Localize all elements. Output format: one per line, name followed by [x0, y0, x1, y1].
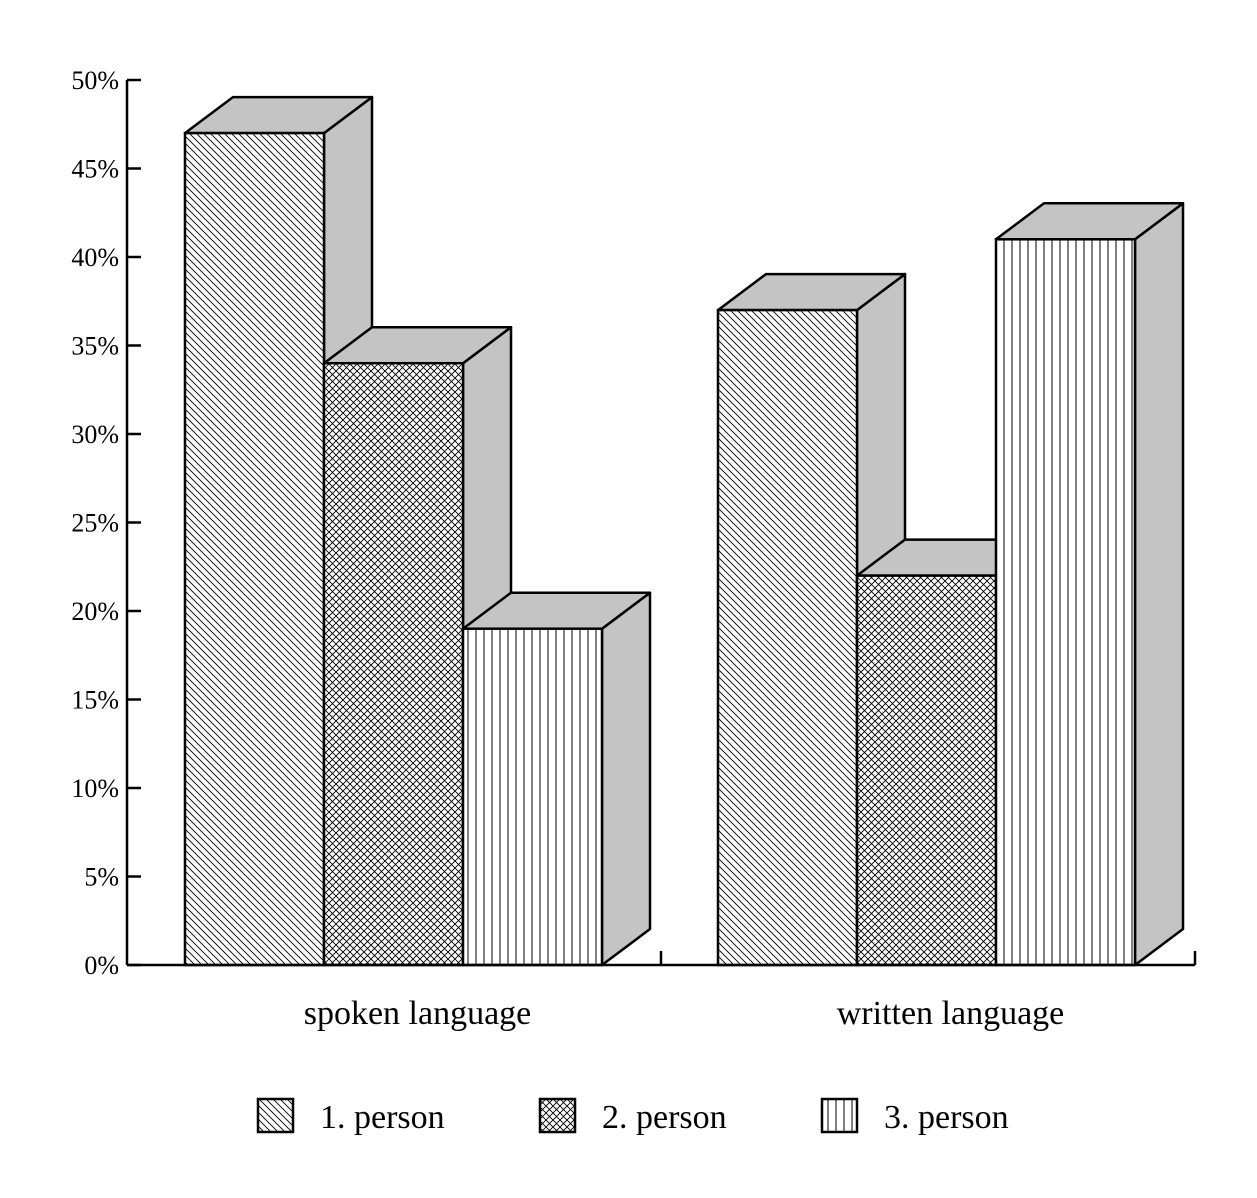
y-tick-label: 45% — [71, 155, 119, 184]
bars-layer — [183, 95, 1185, 967]
legend: 1. person 2. person 3. person — [256, 1097, 1009, 1136]
y-tick-label: 30% — [71, 420, 119, 449]
bar-front-face — [716, 308, 859, 967]
y-tick-label: 20% — [71, 597, 119, 626]
legend-label: 3. person — [884, 1099, 1009, 1136]
legend-label: 1. person — [320, 1099, 445, 1136]
y-tick-label: 10% — [71, 774, 119, 803]
bar-written-language-3-person — [994, 202, 1185, 967]
bar-front-face — [183, 131, 326, 967]
bar-front-face — [855, 574, 998, 967]
y-tick-label: 25% — [71, 509, 119, 538]
legend-item-1-person: 1. person — [256, 1097, 445, 1136]
bar-front-face — [461, 627, 604, 967]
legend-item-2-person: 2. person — [538, 1097, 727, 1136]
bar-side-face — [600, 591, 652, 967]
bar-side-face — [1133, 202, 1185, 967]
y-tick-label: 5% — [84, 863, 119, 892]
y-tick-label: 50% — [71, 66, 119, 95]
y-tick-label: 35% — [71, 332, 119, 361]
legend-label: 2. person — [602, 1099, 727, 1136]
y-tick-label: 40% — [71, 243, 119, 272]
x-category-label: spoken language — [304, 995, 532, 1032]
y-tick-label: 0% — [84, 951, 119, 980]
x-category-label: written language — [837, 995, 1065, 1032]
y-tick-label: 15% — [71, 686, 119, 715]
axes-layer: 0% 5% 10% 15% 20% 25% 30% 35% 40% 45% 50% spoken la… — [71, 66, 1197, 1032]
bar-spoken-language-3-person — [461, 591, 652, 967]
legend-swatch — [820, 1097, 859, 1134]
legend-swatch — [256, 1097, 295, 1134]
legend-swatch — [538, 1097, 577, 1134]
legend-item-3-person: 3. person — [820, 1097, 1009, 1136]
bar-front-face — [994, 238, 1137, 967]
bar-front-face — [322, 361, 465, 967]
